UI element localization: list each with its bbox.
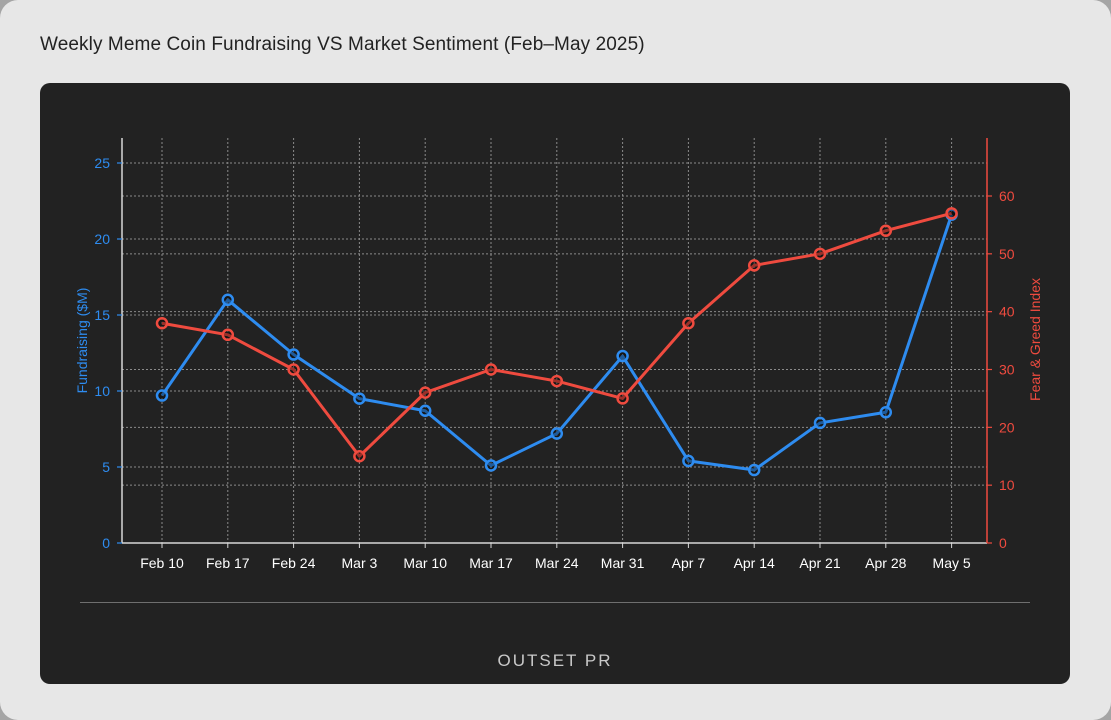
data-point-fear-greed	[287, 363, 300, 376]
series-line-fundraising	[160, 214, 954, 472]
divider	[80, 602, 1030, 603]
x-tick-label: Mar 24	[535, 555, 579, 571]
data-point-fear-greed	[747, 259, 761, 272]
x-tick-label: Mar 10	[403, 555, 447, 571]
y-tick-label-left: 15	[94, 307, 110, 323]
data-point-fundraising	[879, 406, 893, 419]
data-point-fundraising	[682, 454, 695, 468]
data-point-fundraising	[550, 427, 564, 440]
data-point-fundraising	[616, 349, 629, 363]
x-tick-label: Feb 10	[140, 555, 184, 571]
chart-svg: 0 5 10 15 20 25 0 10 20 30 40 50 60 Feb 10 Feb 17 Feb 2…	[74, 138, 1043, 571]
data-point-fear-greed	[616, 392, 629, 405]
y-tick-label-right: 0	[999, 535, 1007, 551]
y-tick-label-right: 10	[999, 477, 1015, 493]
data-point-fear-greed	[484, 363, 498, 376]
data-point-fear-greed	[682, 316, 695, 330]
y-axis-left-label: Fundraising ($M)	[74, 288, 90, 394]
chart-panel: 0 5 10 15 20 25 0 10 20 30 40 50 60 Feb 10 Feb 17 Feb 2…	[40, 83, 1070, 684]
data-point-fear-greed	[155, 316, 169, 330]
x-tick-label: Mar 17	[469, 555, 513, 571]
data-point-fundraising	[155, 389, 169, 402]
y-tick-label-left: 0	[102, 535, 110, 551]
data-point-fear-greed	[550, 374, 564, 388]
data-point-fear-greed	[945, 207, 958, 220]
data-point-fundraising	[747, 463, 761, 477]
data-point-fear-greed	[418, 386, 432, 399]
y-tick-label-right: 20	[999, 419, 1015, 435]
y-axis-right-label: Fear & Greed Index	[1027, 278, 1043, 401]
x-tick-label: Apr 7	[672, 555, 706, 571]
x-tick-label: Mar 3	[342, 555, 378, 571]
data-point-fear-greed	[221, 328, 235, 342]
data-point-fundraising	[813, 416, 827, 430]
data-point-fundraising	[221, 293, 235, 307]
y-tick-label-left: 25	[94, 155, 110, 171]
data-point-fundraising	[287, 348, 300, 361]
data-point-fundraising	[484, 459, 498, 472]
data-point-fear-greed	[813, 247, 827, 261]
y-tick-label-left: 20	[94, 231, 110, 247]
x-tick-label: Feb 17	[206, 555, 250, 571]
brand-logo: OUTSET PR	[497, 651, 613, 670]
data-point-fundraising	[353, 392, 366, 405]
y-tick-label-left: 10	[94, 383, 110, 399]
y-tick-label-right: 60	[999, 188, 1015, 204]
data-point-fear-greed	[353, 450, 366, 463]
data-point-fear-greed	[879, 224, 893, 237]
x-tick-label: May 5	[933, 555, 971, 571]
y-tick-label-right: 50	[999, 246, 1015, 262]
y-tick-label-right: 30	[999, 362, 1015, 378]
x-tick-label: Apr 28	[865, 555, 906, 571]
series-line-fear-greed	[161, 211, 952, 458]
x-tick-label: Mar 31	[601, 555, 645, 571]
data-point-fundraising	[418, 404, 432, 418]
x-tick-label: Apr 21	[799, 555, 840, 571]
x-tick-label: Feb 24	[272, 555, 316, 571]
y-tick-label-left: 5	[102, 459, 110, 475]
x-tick-label: Apr 14	[734, 555, 775, 571]
chart-title: Weekly Meme Coin Fundraising VS Market S…	[40, 34, 645, 55]
y-tick-label-right: 40	[999, 304, 1015, 320]
